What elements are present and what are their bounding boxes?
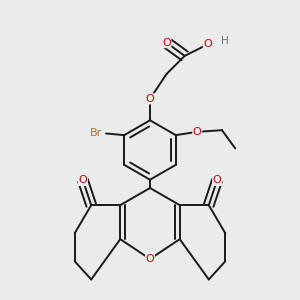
Text: O: O: [79, 176, 87, 185]
Text: O: O: [213, 176, 221, 185]
Text: H: H: [221, 36, 229, 46]
Text: O: O: [162, 38, 171, 48]
Text: O: O: [146, 254, 154, 264]
Text: Br: Br: [90, 128, 102, 139]
Text: O: O: [193, 127, 202, 137]
Text: O: O: [146, 94, 154, 104]
Text: O: O: [203, 39, 212, 49]
